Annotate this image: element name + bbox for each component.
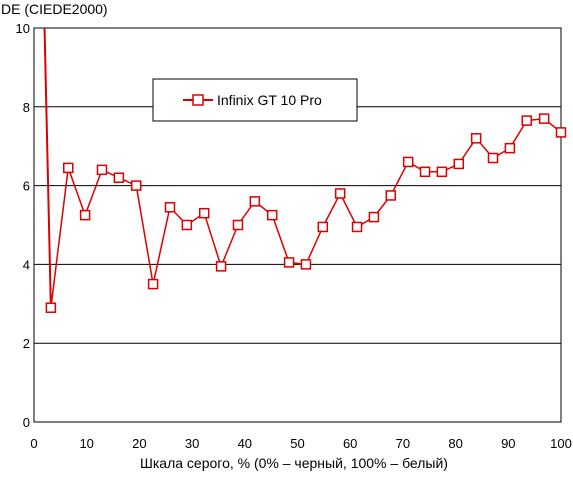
y-axis-ticks: 0 2 4 6 8 10 [16, 21, 30, 430]
x-tick-label: 20 [132, 436, 146, 451]
data-point-marker [249, 196, 261, 207]
data-point-marker [232, 219, 244, 231]
x-tick-label: 100 [550, 436, 572, 451]
data-point-marker [419, 166, 431, 178]
data-point-marker [453, 158, 465, 170]
data-point-marker [45, 302, 57, 313]
legend-marker [192, 94, 204, 106]
series-line-start-segment [43, 27, 52, 308]
series-layer [43, 27, 567, 313]
data-point-marker [317, 221, 329, 233]
data-point-marker [351, 221, 363, 233]
x-tick-label: 50 [290, 436, 304, 451]
x-tick-label: 10 [79, 436, 93, 451]
data-point-marker [283, 257, 295, 268]
data-point-marker [538, 113, 550, 124]
data-point-marker [215, 261, 227, 272]
data-point-marker [113, 172, 125, 183]
x-axis-ticks: 0 10 20 30 40 50 60 70 80 90 100 [30, 436, 571, 451]
data-point-marker [181, 219, 193, 231]
data-point-marker [164, 202, 176, 213]
data-point-marker [487, 152, 499, 164]
data-point-marker [521, 115, 532, 126]
data-point-marker [334, 188, 346, 199]
data-point-marker [470, 133, 482, 144]
x-tick-label: 30 [185, 436, 199, 451]
y-tick-label: 0 [23, 415, 30, 430]
data-point-marker [63, 162, 74, 174]
grid [34, 106, 561, 344]
plot-area-frame [33, 27, 562, 423]
data-point-marker [130, 180, 142, 191]
legend-label: Infinix GT 10 Pro [217, 92, 322, 108]
data-point-marker [300, 259, 312, 270]
y-axis-title: DE (CIEDE2000) [1, 1, 108, 17]
legend: Infinix GT 10 Pro [152, 78, 358, 122]
data-point-marker [385, 190, 397, 201]
series-line [50, 117, 562, 308]
y-tick-label: 6 [23, 179, 30, 194]
x-tick-label: 70 [396, 436, 410, 451]
data-point-marker [504, 142, 516, 154]
x-tick-label: 80 [448, 436, 462, 451]
data-point-marker [266, 209, 278, 221]
data-point-marker [96, 164, 108, 176]
y-tick-label: 10 [16, 21, 30, 36]
x-tick-label: 60 [343, 436, 357, 451]
data-point-marker [402, 156, 414, 168]
data-point-marker [147, 278, 159, 290]
x-tick-label: 90 [501, 436, 515, 451]
x-tick-label: 0 [30, 436, 37, 451]
data-point-marker [368, 211, 380, 223]
y-tick-label: 8 [23, 100, 30, 115]
data-point-marker [198, 207, 210, 219]
y-tick-label: 4 [23, 257, 30, 272]
data-point-marker [436, 166, 448, 178]
x-axis-title: Шкала серого, % (0% – черный, 100% – бел… [140, 455, 448, 471]
data-point-marker [79, 209, 91, 221]
data-point-marker [555, 127, 567, 138]
y-tick-label: 2 [23, 336, 30, 351]
x-tick-label: 40 [238, 436, 252, 451]
